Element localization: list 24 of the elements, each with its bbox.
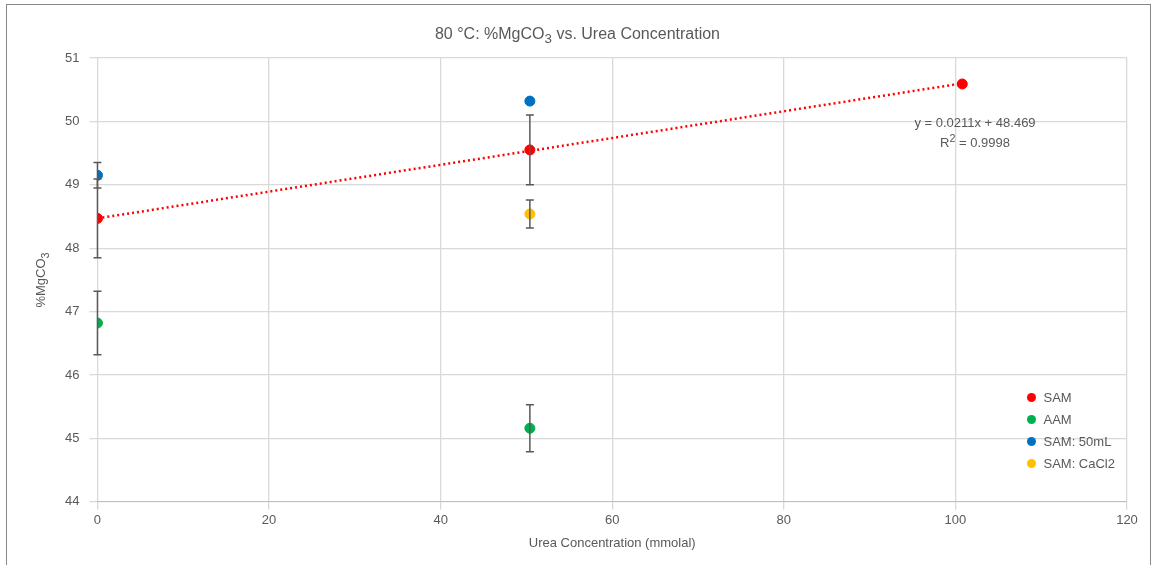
legend-label: SAM bbox=[1043, 389, 1072, 405]
x-tick-label: 120 bbox=[1116, 512, 1138, 528]
x-tick-label: 100 bbox=[944, 512, 967, 528]
legend-label: SAM: 50mL bbox=[1043, 433, 1112, 449]
x-tick-label: 60 bbox=[605, 512, 620, 528]
legend-label: AAM bbox=[1043, 411, 1072, 427]
y-tick-label: 49 bbox=[64, 176, 80, 192]
legend-label: SAM: CaCl2 bbox=[1043, 455, 1115, 471]
x-tick-label: 40 bbox=[433, 512, 448, 528]
y-tick-label: 50 bbox=[64, 112, 80, 128]
x-axis-title: Urea Concentration (mmolal) bbox=[528, 534, 696, 550]
x-tick-label: 80 bbox=[776, 512, 792, 528]
y-tick-label: 51 bbox=[64, 49, 80, 65]
x-tick-label: 20 bbox=[261, 512, 277, 528]
y-tick-label: 47 bbox=[64, 303, 80, 319]
annotation: R$^{2}$ = 0.9998 bbox=[940, 131, 1010, 151]
y-tick-label: 44 bbox=[64, 493, 80, 509]
point bbox=[956, 78, 968, 90]
y-tick-label: 48 bbox=[64, 239, 80, 255]
annotation: y = 0.0211x + 48.469 bbox=[914, 114, 1036, 130]
y-tick-label: 45 bbox=[64, 429, 80, 445]
x-tick-label: 0 bbox=[93, 512, 102, 528]
chart-title: 80 °C: %MgCO$_{3}$ vs. Urea Concentration bbox=[433, 25, 721, 47]
y-tick-label: 46 bbox=[64, 366, 80, 382]
